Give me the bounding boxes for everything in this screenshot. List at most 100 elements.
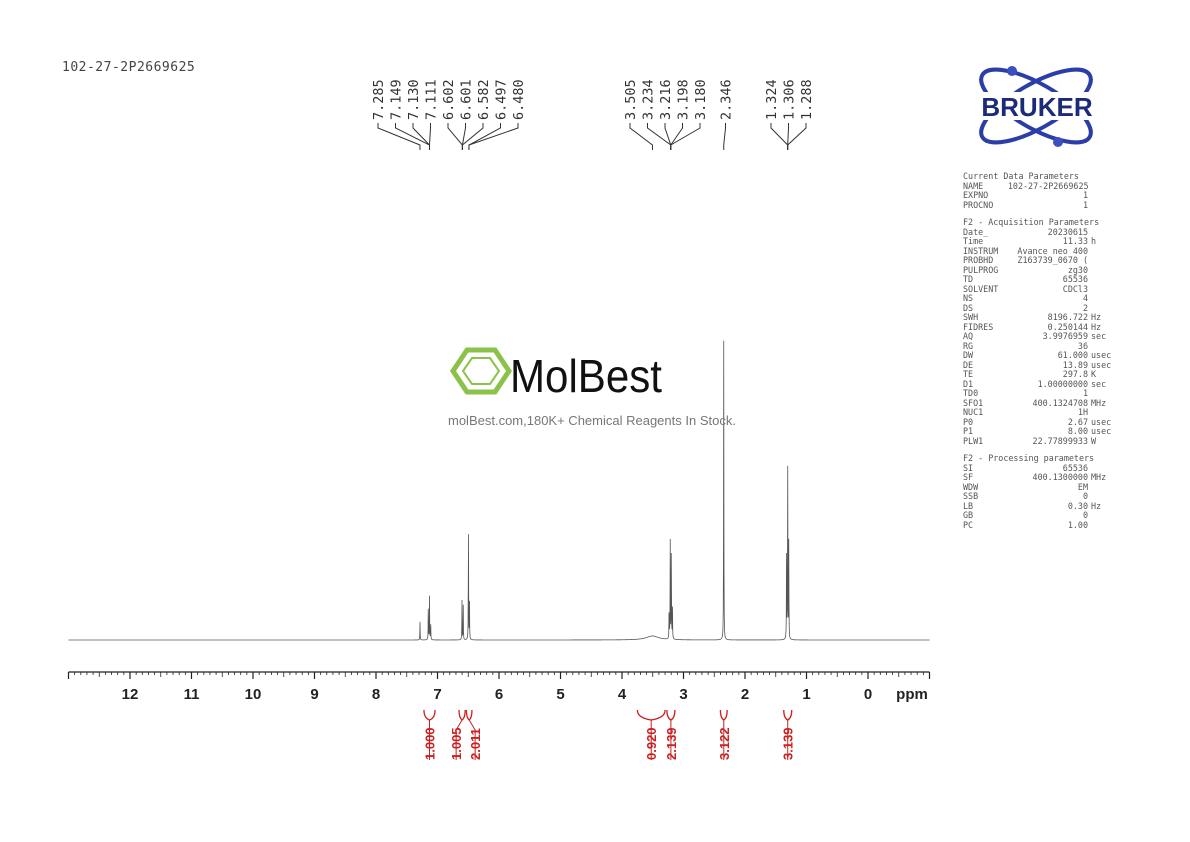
bruker-logo-text: BRUKER — [981, 92, 1092, 122]
param-row: SF 400.1300000 MHz — [963, 472, 1113, 483]
param-unit: sec — [1091, 378, 1107, 389]
param-row: WDW EM — [963, 481, 1113, 493]
peak-label: 1.306 — [782, 79, 798, 120]
param-row: DW 61.000 usec — [963, 350, 1113, 361]
param-row: DS 2 — [963, 302, 1113, 314]
param-key: SWH — [963, 312, 979, 322]
param-value: 1.00000000 — [1037, 378, 1088, 389]
param-key: SOLVENT — [963, 283, 999, 294]
x-tick-label: 6 — [495, 686, 503, 703]
param-value: CDCl3 — [1062, 283, 1088, 294]
param-key: TD0 — [963, 388, 979, 398]
peak-leader-line — [670, 123, 701, 150]
peak-leader-line — [670, 123, 683, 150]
acquisition-parameters: Current Data Parameters NAME 102-27-2P2669… — [963, 171, 1113, 530]
param-unit: MHz — [1091, 472, 1107, 482]
param-key: RG — [963, 340, 974, 351]
sample-name: 102-27-2P2669625 — [62, 60, 196, 75]
x-tick-label: 5 — [556, 686, 564, 703]
peak-leader-line — [461, 123, 484, 150]
x-tick-label: 1 — [802, 686, 810, 703]
peak-label: 3.216 — [658, 79, 674, 120]
param-key: DW — [963, 350, 974, 360]
param-key: PROBHD — [963, 255, 994, 265]
peak-leader-line — [770, 123, 789, 150]
x-tick-label: 12 — [122, 686, 139, 703]
spectrum-trace — [68, 340, 930, 641]
param-value: zg30 — [1067, 264, 1088, 275]
peak-label: 3.180 — [693, 79, 709, 120]
integral-value: 1.005 — [449, 727, 464, 760]
integral-value: 0.920 — [644, 727, 659, 760]
param-key: Time — [963, 236, 984, 246]
peak-label: 6.480 — [511, 79, 527, 120]
peak-leader-line — [429, 123, 431, 150]
param-row: INSTRUM Avance neo 400 — [963, 245, 1113, 257]
param-key: P0 — [963, 416, 974, 427]
param-value: 2.67 — [1067, 416, 1088, 427]
param-value: Z163739_0670 ( — [1017, 255, 1088, 265]
x-tick-label: 11 — [184, 686, 200, 703]
x-tick-label: 9 — [310, 686, 318, 703]
param-key: GB — [963, 510, 974, 520]
peak-label: 2.346 — [719, 79, 735, 120]
param-value: 22.77899933 — [1032, 435, 1088, 446]
integral-value: 1.000 — [423, 727, 438, 760]
param-row: NAME 102-27-2P2669625 — [963, 180, 1113, 192]
bruker-logo: BRUKER — [957, 66, 1117, 147]
param-unit — [1088, 247, 1113, 257]
param-unit: Hz — [1091, 321, 1102, 332]
param-row: TD 65536 — [963, 274, 1113, 285]
param-key: P1 — [963, 426, 974, 436]
param-unit — [1088, 266, 1113, 276]
param-key: WDW — [963, 481, 979, 492]
peak-leader-line — [412, 123, 431, 150]
peak-label: 7.130 — [406, 79, 422, 120]
param-key: NUC1 — [963, 407, 984, 417]
peak-label: 3.505 — [623, 79, 639, 120]
integral-bracket — [636, 709, 666, 721]
integral-value: 3.122 — [717, 727, 732, 760]
molbest-logo: MolBest — [449, 347, 662, 402]
param-value: 0 — [1082, 491, 1088, 501]
param-unit — [1088, 275, 1113, 285]
param-key: NAME — [963, 180, 984, 191]
param-row: FIDRES 0.250144 Hz — [963, 321, 1113, 333]
param-value: 1 — [1082, 388, 1088, 398]
param-key: TE — [963, 369, 974, 379]
param-row: AQ 3.9976959 sec — [963, 331, 1113, 342]
integral-stem — [468, 719, 476, 760]
param-key: AQ — [963, 331, 974, 341]
param-row: PROCNO 1 — [963, 199, 1113, 211]
peak-label: 7.285 — [371, 79, 387, 120]
x-tick-label: 2 — [741, 686, 749, 703]
param-row: SI 65536 — [963, 463, 1113, 474]
param-row: Date_ 20230615 — [963, 227, 1113, 238]
peak-label: 1.324 — [764, 79, 780, 120]
param-row: P0 2.67 usec — [963, 416, 1113, 428]
integral-bracket — [783, 709, 793, 721]
param-row: Time 11.33 h — [963, 236, 1113, 247]
param-value: 1 — [1082, 199, 1088, 210]
param-row: NUC1 1H — [963, 407, 1113, 418]
param-value: 2 — [1082, 302, 1088, 313]
param-value: 297.8 — [1062, 369, 1088, 379]
peak-leader-line — [468, 123, 501, 150]
integral-bracket — [666, 709, 676, 721]
param-key: FIDRES — [963, 321, 994, 332]
x-tick-label: 3 — [679, 686, 687, 703]
param-row: D1 1.00000000 sec — [963, 378, 1113, 390]
param-key: LB — [963, 500, 974, 511]
param-value: 3.9976959 — [1042, 331, 1088, 341]
param-row: SOLVENT CDCl3 — [963, 283, 1113, 295]
param-value: 11.33 — [1062, 236, 1088, 246]
param-value: Avance neo 400 — [1017, 245, 1088, 256]
param-row: SSB 0 — [963, 491, 1113, 502]
param-row: LB 0.30 Hz — [963, 500, 1113, 512]
peak-leader-line — [377, 123, 421, 150]
peak-leader-line — [468, 123, 519, 150]
param-unit: MHz — [1091, 397, 1107, 408]
integral-bracket — [465, 709, 473, 721]
integral-bracket — [458, 709, 466, 721]
